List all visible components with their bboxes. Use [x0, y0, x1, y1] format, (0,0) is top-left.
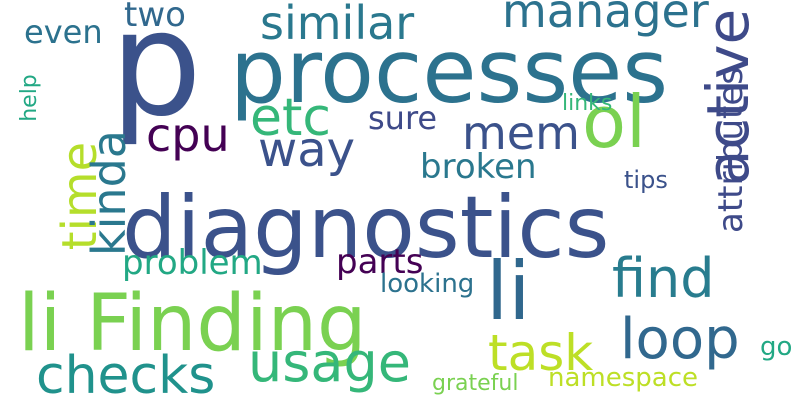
- word-tips: tips: [624, 168, 668, 192]
- word-kinda: kinda: [86, 130, 132, 256]
- word-broken: broken: [420, 150, 537, 184]
- word-loop: loop: [620, 312, 740, 368]
- word-two: two: [124, 0, 186, 32]
- word-problem: problem: [122, 246, 263, 280]
- word-help: help: [19, 74, 41, 122]
- word-go: go: [760, 334, 792, 360]
- word-cpu: cpu: [146, 112, 230, 158]
- word-manager: manager: [502, 0, 709, 34]
- word-usage: usage: [248, 336, 411, 390]
- word-etc: etc: [250, 92, 331, 144]
- word-find: find: [612, 252, 715, 306]
- word-similar: similar: [260, 0, 414, 46]
- word-attributes: attributes: [714, 67, 748, 233]
- word-checks: checks: [36, 350, 215, 400]
- word-grateful: grateful: [432, 373, 518, 395]
- word-looking: looking: [380, 271, 474, 297]
- word-links: links: [562, 93, 612, 115]
- word-sure: sure: [368, 102, 437, 134]
- word-even: even: [24, 16, 103, 48]
- word-li: li: [486, 252, 530, 332]
- word-namespace: namespace: [548, 365, 698, 391]
